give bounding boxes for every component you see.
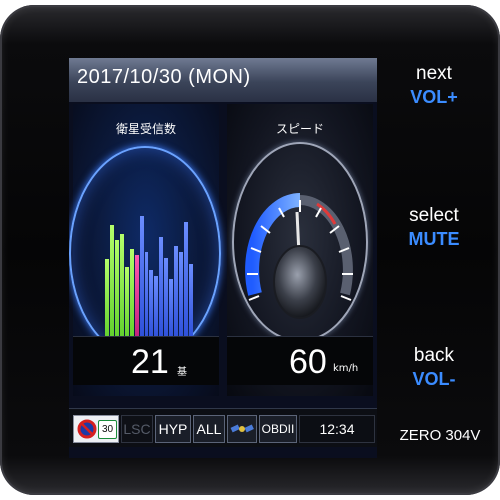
all-indicator: ALL: [193, 415, 225, 443]
obd-indicator: OBDII: [259, 415, 297, 443]
status-bar: 30 LSC HYP ALL OBDII 12:34: [69, 408, 377, 447]
vol-up-label: VOL+: [410, 87, 458, 107]
satellite-signal-bar: [144, 252, 149, 342]
select-label: select: [409, 205, 459, 226]
satellite-signal-bar: [184, 222, 188, 342]
speedometer-gauge: [245, 193, 353, 319]
side-button-select[interactable]: select MUTE: [394, 205, 474, 250]
satellite-signal-bar: [188, 264, 193, 342]
satellite-signal-bar: [179, 252, 183, 342]
satellite-signal-bars: [105, 192, 193, 342]
date-bar: 2017/10/30 (MON): [69, 58, 377, 102]
satellite-count: 21: [131, 343, 169, 381]
date-display: 2017/10/30 (MON): [77, 66, 251, 88]
speed-ticks: [247, 200, 353, 301]
mute-label: MUTE: [408, 229, 460, 249]
satellite-signal-bar: [159, 237, 164, 342]
speed-title: スピード: [275, 122, 324, 136]
side-button-back[interactable]: back VOL-: [394, 345, 474, 390]
speed-knob: [273, 245, 327, 319]
radar-detector-device: 2017/10/30 (MON) 衛星受信数 スピード: [0, 5, 500, 495]
satellite-unit: 基: [177, 367, 187, 378]
back-label: back: [413, 345, 455, 366]
speed-unit: km/h: [333, 363, 359, 374]
satellite-signal-bar: [134, 255, 139, 342]
satellite-count-readout: 21 基: [73, 336, 219, 385]
speed-arc-red: [316, 202, 337, 225]
satellite-title: 衛星受信数: [115, 122, 176, 136]
satellite-signal-bar: [124, 267, 129, 342]
speed-limit-badge: 30: [98, 420, 117, 439]
satellite-signal-bar: [154, 276, 159, 342]
satellite-signal-bar: [164, 258, 169, 342]
speed-value: 60: [289, 343, 327, 381]
satellite-icon: [230, 424, 254, 433]
satellite-signal-bar: [169, 279, 174, 342]
satellite-signal-bar: [114, 240, 119, 342]
satellite-signal-bar: [119, 234, 124, 342]
satellite-signal-bar: [109, 225, 114, 342]
display-screen: 2017/10/30 (MON) 衛星受信数 スピード: [69, 58, 377, 458]
model-name: ZERO 304V: [399, 427, 481, 444]
clock-display: 12:34: [299, 415, 375, 443]
speed-arc-blue: [245, 193, 301, 296]
vol-down-label: VOL-: [412, 369, 456, 389]
satellite-signal-bar: [139, 216, 144, 342]
gps-status: [227, 415, 257, 443]
speed-readout: 60 km/h: [227, 336, 373, 385]
speed-arc-grey: [299, 195, 353, 296]
satellite-signal-bar: [105, 259, 109, 342]
satellite-signal-bar: [149, 270, 154, 342]
speed-limit-indicator: 30: [73, 415, 119, 443]
no-entry-icon: [77, 419, 97, 439]
next-label: next: [416, 63, 452, 84]
satellite-signal-bar: [129, 249, 134, 342]
satellite-signal-bar: [174, 246, 179, 342]
lsc-indicator: LSC: [121, 415, 153, 443]
hyp-indicator: HYP: [155, 415, 191, 443]
side-button-next[interactable]: next VOL+: [394, 63, 474, 108]
